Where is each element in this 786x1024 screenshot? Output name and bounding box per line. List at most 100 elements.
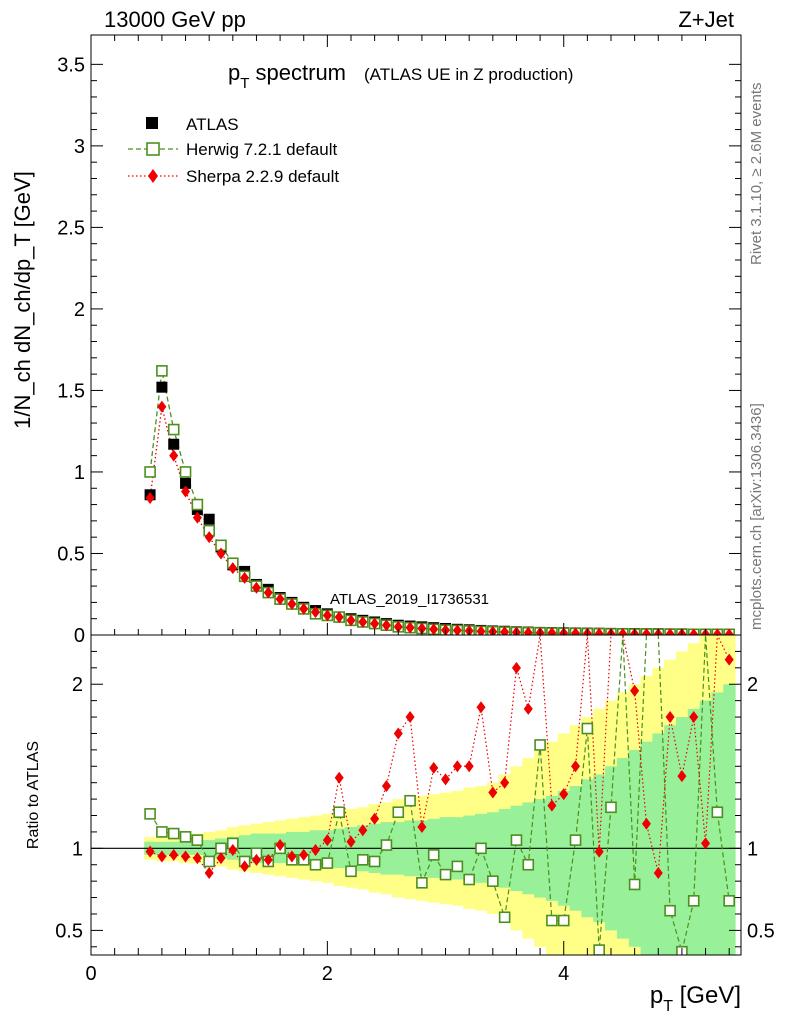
ratio-y-tick-label-right: 0.5	[747, 920, 775, 942]
sherpa-point	[204, 531, 214, 544]
sherpa-ratio-point	[677, 770, 687, 783]
ratio-y-tick-label-left: 1	[72, 838, 83, 860]
sherpa-ratio-point	[251, 853, 261, 866]
sherpa-ratio-point	[311, 843, 321, 856]
legend-label-sherpa: Sherpa 2.2.9 default	[186, 167, 339, 186]
sherpa-point	[724, 628, 734, 635]
sherpa-ratio-point	[169, 848, 179, 861]
sherpa-point	[381, 619, 391, 632]
sherpa-point	[216, 547, 226, 560]
herwig-ratio-point	[321, 857, 334, 869]
main-y-tick-label: 0.5	[57, 543, 85, 565]
sherpa-point	[689, 628, 699, 635]
sherpa-point	[192, 511, 202, 524]
herwig-ratio-point	[416, 876, 428, 889]
herwig-ratio-point	[392, 806, 405, 819]
sherpa-point	[181, 485, 191, 498]
sherpa-ratio-point	[547, 799, 557, 812]
main-title-rest: spectrum	[249, 60, 346, 85]
sherpa-point	[500, 626, 510, 635]
uncertainty-band-inner	[711, 692, 724, 955]
ratio-panel-frame	[90, 634, 742, 956]
sherpa-point	[334, 611, 344, 624]
herwig-ratio-point	[487, 875, 499, 887]
sherpa-point	[476, 625, 486, 635]
sherpa-point	[370, 617, 380, 630]
sherpa-ratio-point	[381, 779, 391, 792]
herwig-ratio-point	[463, 873, 475, 886]
sherpa-point	[322, 609, 332, 622]
uncertainty-band-inner	[699, 700, 712, 955]
sherpa-ratio-point	[571, 760, 581, 773]
atlas-point	[180, 477, 192, 489]
herwig-point	[191, 498, 204, 511]
main-y-tick-label: 2.5	[57, 217, 85, 239]
sherpa-point	[618, 627, 628, 635]
sherpa-ratio-point	[287, 850, 297, 863]
sherpa-ratio-point	[665, 711, 675, 724]
mcplots-label: mcplots.cern.ch [arXiv:1306.3436]	[748, 403, 765, 630]
x-axis-label-p: p	[650, 982, 663, 1009]
herwig-ratio-point	[203, 855, 215, 868]
legend-marker-atlas	[146, 117, 158, 129]
ratio-plot-area	[91, 635, 741, 955]
sherpa-point	[263, 586, 273, 599]
sherpa-point	[452, 624, 462, 635]
x-axis-label-sub: T	[663, 998, 673, 1015]
ratio-y-tick-label-left: 0.5	[55, 920, 83, 942]
ratio-y-tick-label-right: 2	[747, 674, 758, 696]
herwig-ratio-point	[605, 801, 617, 814]
sherpa-point	[594, 627, 604, 635]
main-y-axis-label: 1/N_ch dN_ch/dp_T [GeV]	[10, 171, 35, 429]
sherpa-point	[358, 615, 368, 628]
main-y-tick-label: 3	[74, 136, 85, 158]
main-title-p: p	[228, 60, 240, 85]
sherpa-point	[571, 627, 581, 635]
sherpa-ratio-point	[370, 812, 380, 825]
x-axis-label-rest: [GeV]	[673, 982, 741, 1009]
herwig-ratio-point	[368, 855, 381, 868]
sherpa-ratio-point	[204, 866, 214, 879]
herwig-ratio-point	[569, 834, 582, 846]
sherpa-point	[547, 627, 557, 635]
herwig-ratio-point	[179, 831, 192, 843]
sherpa-point	[240, 571, 250, 584]
herwig-ratio-point	[427, 849, 440, 861]
ratio-x-tick-label: 2	[322, 963, 333, 985]
ratio-y-axis-label: Ratio to ATLAS	[25, 741, 42, 849]
herwig-ratio-point	[557, 914, 570, 927]
main-y-axis-label-text: 1/N_ch dN_ch/dp_T [GeV]	[10, 171, 35, 429]
sherpa-ratio-point	[630, 684, 640, 697]
sherpa-point	[417, 622, 427, 635]
main-y-tick-label: 3.5	[57, 54, 85, 76]
sherpa-ratio-point	[405, 711, 415, 724]
herwig-ratio-point	[687, 895, 700, 907]
herwig-ratio-point	[439, 868, 452, 881]
herwig-ratio-point	[380, 839, 393, 851]
herwig-ratio-point	[534, 739, 546, 751]
herwig-ratio-point	[357, 854, 369, 866]
ratio-x-ticks: 0 2 4	[85, 941, 730, 985]
main-y-tick-label: 1	[74, 462, 85, 484]
atlas-point	[156, 381, 168, 393]
main-title: pT spectrum	[228, 60, 346, 92]
uncertainty-band-inner	[687, 708, 701, 955]
main-y-tick-label: 1.5	[57, 380, 85, 402]
herwig-ratio-point	[309, 858, 322, 871]
main-y-tick-label: 0	[74, 625, 85, 647]
watermark: ATLAS_2019_I1736531	[330, 591, 489, 608]
ratio-x-tick-label: 4	[558, 963, 569, 985]
sherpa-ratio-point	[488, 786, 498, 799]
herwig-ratio-point	[546, 914, 558, 927]
atlas-point	[168, 438, 180, 450]
sherpa-point	[275, 593, 285, 606]
sherpa-point	[523, 626, 533, 635]
sherpa-ratio-point	[263, 853, 273, 866]
sherpa-ratio-point	[452, 760, 462, 773]
legend-label-atlas: ATLAS	[186, 115, 239, 134]
herwig-ratio-point	[404, 794, 416, 807]
main-y-tick-label: 2	[74, 299, 85, 321]
sherpa-ratio-point	[464, 760, 474, 773]
sherpa-point	[641, 628, 651, 635]
